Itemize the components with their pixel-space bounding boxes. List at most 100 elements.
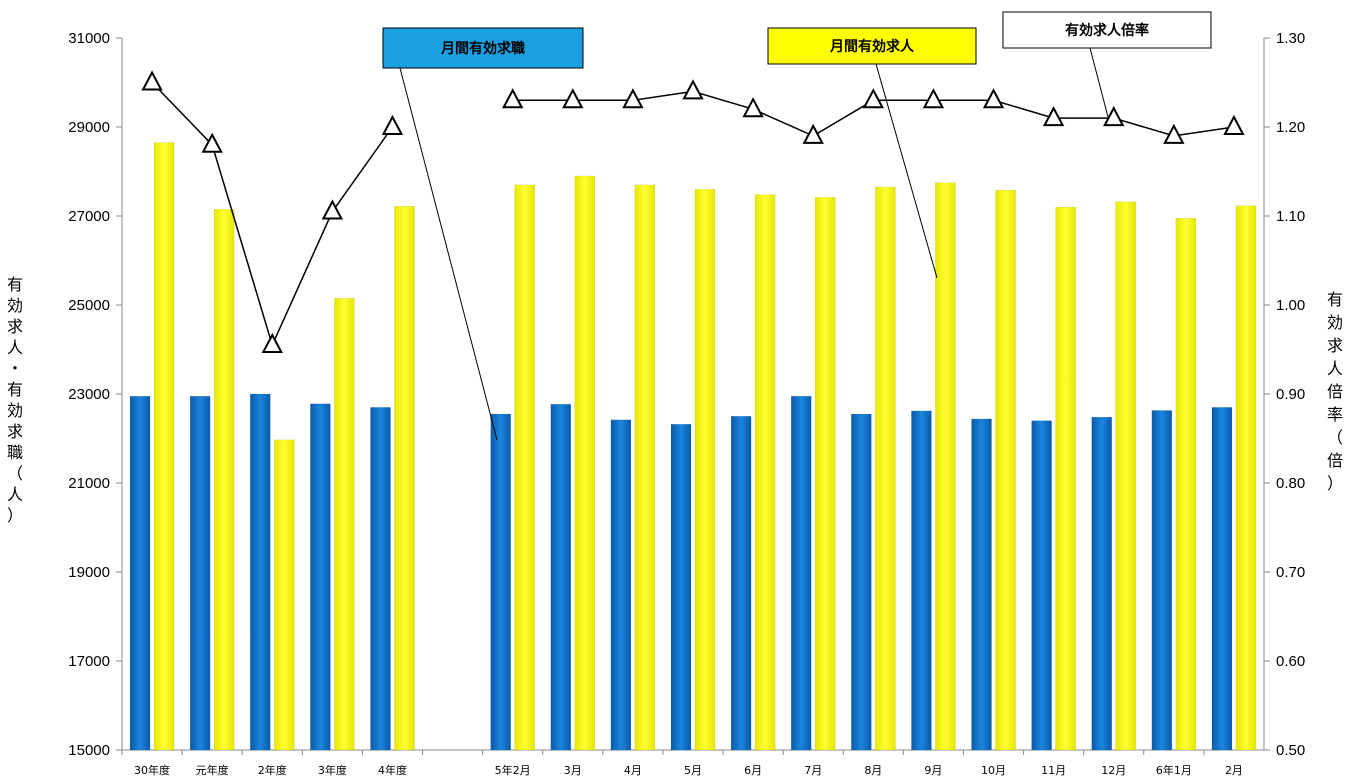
- bar-seeker: [790, 395, 812, 751]
- bars: [129, 142, 1257, 751]
- x-tick-label: 9月: [924, 764, 942, 777]
- bar-offer: [274, 439, 295, 751]
- callout-offer-box: [767, 27, 977, 65]
- x-tick-label: 6月: [744, 764, 762, 777]
- bar-seeker: [550, 403, 572, 751]
- y-left-label: 有効求人・有効求職（人）: [7, 275, 23, 525]
- bar-seeker: [1211, 407, 1233, 751]
- y-right-tick-label: 0.70: [1276, 564, 1305, 581]
- x-tick-label: 2月: [1225, 764, 1243, 777]
- ratio-marker: [381, 114, 404, 135]
- ratio-marker: [682, 79, 704, 100]
- callout-offer-pointer: [875, 63, 938, 279]
- x-tick-label: 5年2月: [495, 763, 531, 777]
- callout-offer-label: 月間有効求人: [829, 38, 915, 55]
- x-tick-label: 10月: [981, 764, 1006, 777]
- x-tick-label: 11月: [1041, 764, 1066, 777]
- callouts: 月間有効求職 月間有効求人 有効求人倍率: [382, 11, 1212, 441]
- callout-ratio-pointer: [1089, 47, 1109, 118]
- ratio-marker: [1163, 123, 1185, 144]
- bar-seeker: [670, 424, 692, 751]
- bar-offer: [1175, 217, 1197, 751]
- callout-ratio-label: 有効求人倍率: [1065, 22, 1149, 39]
- y-right-label: 有効求人倍率（倍）: [1327, 290, 1343, 493]
- bar-seeker: [851, 413, 872, 751]
- ratio-marker: [742, 97, 764, 118]
- y-left-tick-label: 31000: [68, 30, 110, 47]
- bar-seeker: [911, 410, 932, 751]
- x-tick-label: 2年度: [258, 763, 287, 777]
- x-tick-label: 元年度: [196, 763, 229, 777]
- bar-seeker: [370, 407, 391, 751]
- x-tick-label: 6年1月: [1156, 763, 1192, 777]
- y-left-tick-label: 27000: [68, 208, 110, 225]
- bar-seeker: [1151, 410, 1173, 751]
- ratio-marker: [562, 88, 584, 109]
- bar-offer: [634, 184, 656, 751]
- bar-seeker: [1091, 416, 1112, 751]
- bar-offer: [334, 298, 355, 751]
- bar-seeker: [490, 413, 511, 751]
- callout-seeker-label: 月間有効求職: [440, 40, 525, 57]
- bar-seeker: [310, 403, 331, 751]
- y-right-tick-label: 0.50: [1276, 742, 1305, 759]
- bar-offer: [574, 175, 596, 751]
- ratio-marker: [862, 88, 884, 109]
- ratio-marker: [922, 88, 945, 109]
- ratio-marker: [502, 88, 524, 109]
- bar-seeker: [189, 395, 211, 751]
- x-tick-label: 3月: [564, 764, 582, 777]
- x-tick-label: 5月: [684, 764, 702, 777]
- x-tick-label: 3年度: [318, 763, 347, 777]
- y-left-tick-label: 15000: [68, 742, 110, 759]
- x-tick-label: 30年度: [134, 763, 170, 777]
- y-left-tick-label: 19000: [68, 564, 110, 581]
- bar-offer: [1235, 205, 1257, 751]
- y-left-tick-label: 17000: [68, 653, 110, 670]
- bar-offer: [875, 186, 896, 751]
- y-left-tick-label: 25000: [68, 297, 110, 314]
- bar-seeker: [610, 419, 632, 751]
- ratio-marker: [141, 70, 163, 91]
- y-left-tick-label: 21000: [68, 475, 110, 492]
- bar-offer: [394, 205, 415, 751]
- ratio-marker: [321, 199, 344, 220]
- y-right-tick-label: 1.30: [1276, 30, 1305, 47]
- bar-offer: [995, 189, 1016, 751]
- ratio-marker: [261, 332, 283, 354]
- callout-ratio-box: [1002, 11, 1212, 49]
- y-right-tick-label: 0.60: [1276, 653, 1305, 670]
- bar-offer: [814, 197, 836, 751]
- bar-seeker: [1031, 420, 1052, 751]
- y-left-tick-label: 29000: [68, 119, 110, 136]
- ratio-marker: [1223, 114, 1245, 135]
- y-right-tick-label: 1.20: [1276, 119, 1305, 136]
- ratio-line: [141, 70, 1245, 354]
- bar-seeker: [250, 393, 271, 751]
- y-right-tick-label: 1.00: [1276, 297, 1305, 314]
- bar-offer: [213, 209, 235, 751]
- bar-offer: [935, 182, 956, 751]
- y-left-tick-label: 23000: [68, 386, 110, 403]
- ratio-marker: [802, 123, 824, 144]
- bar-seeker: [129, 395, 151, 751]
- y-right-tick-label: 1.10: [1276, 208, 1305, 225]
- bar-offer: [153, 142, 175, 751]
- ratio-marker: [622, 88, 644, 109]
- bar-offer: [694, 189, 716, 751]
- bar-offer: [754, 194, 776, 751]
- bar-offer: [514, 184, 535, 751]
- ratio-marker: [201, 132, 223, 153]
- axes: 15000 17000 19000 21000 23000 25000 27000 29000…: [68, 30, 1305, 777]
- x-tick-label: 8月: [864, 764, 882, 777]
- callout-seeker-box: [382, 27, 584, 69]
- ratio-line-segment: [151, 81, 394, 348]
- bar-offer: [1115, 201, 1136, 751]
- x-tick-label: 4年度: [378, 763, 407, 777]
- bar-seeker: [971, 418, 992, 751]
- x-tick-label: 12月: [1101, 764, 1126, 777]
- callout-seeker-pointer: [399, 67, 498, 441]
- y-right-tick-label: 0.90: [1276, 386, 1305, 403]
- bar-offer: [1055, 206, 1076, 751]
